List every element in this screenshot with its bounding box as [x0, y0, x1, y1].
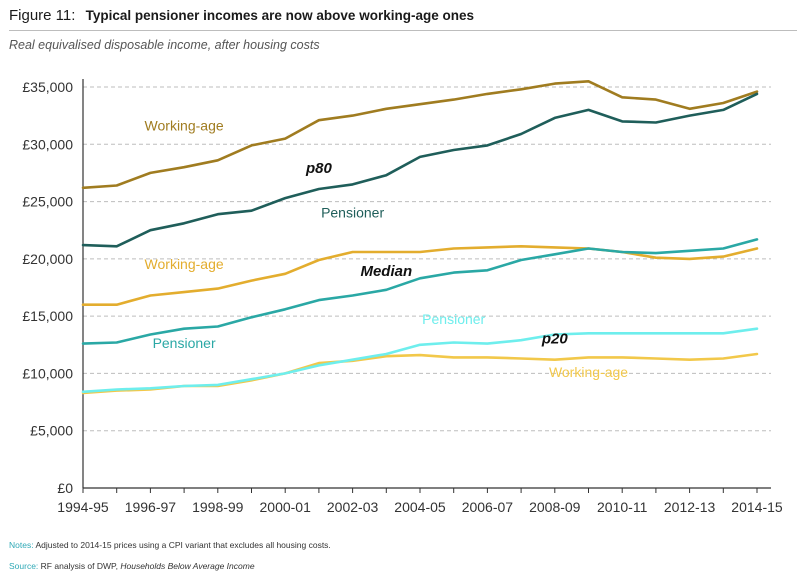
x-tick-label: 2012-13	[664, 499, 716, 515]
source-tag: Source:	[9, 561, 39, 571]
y-tick-label: £25,000	[22, 194, 73, 210]
chart-notes: Notes: Adjusted to 2014-15 prices using …	[9, 540, 331, 550]
chart-source: Source: RF analysis of DWP, Households B…	[9, 561, 255, 571]
x-tick-label: 2002-03	[327, 499, 379, 515]
annotation-p80: p80	[305, 160, 333, 177]
source-title: Households Below Average Income	[120, 561, 255, 571]
y-tick-label: £5,000	[30, 423, 73, 439]
series-line-p80-working-age	[81, 79, 759, 190]
y-tick-label: £20,000	[22, 251, 73, 267]
annotation-median: Median	[360, 263, 412, 280]
figure-heading: Typical pensioner incomes are now above …	[85, 8, 474, 23]
annotation-p20-pensioner: Pensioner	[422, 311, 485, 327]
series-layer	[81, 79, 759, 395]
notes-text: Adjusted to 2014-15 prices using a CPI v…	[35, 540, 331, 550]
annotation-median-working-age: Working-age	[145, 256, 224, 272]
grid-layer	[83, 86, 771, 432]
x-tick-label: 2008-09	[529, 499, 581, 515]
annotation-layer: Working-age p80 Pensioner Working-age Median…	[145, 118, 629, 380]
series-line-median-working-age	[81, 245, 759, 306]
series-line-p20-pensioner	[81, 327, 759, 394]
series-line-median-pensioner	[81, 238, 759, 345]
y-tick-label: £10,000	[22, 365, 73, 381]
income-line-chart: £0 £5,000 £10,000 £15,000 £20,000 £25,000 £30,…	[22, 79, 783, 515]
x-tick-label: 1994-95	[57, 499, 109, 515]
series-line-p80-pensioner	[81, 92, 759, 248]
annotation-p80-working-age: Working-age	[145, 118, 224, 134]
annotation-p80-pensioner: Pensioner	[321, 205, 384, 221]
notes-tag: Notes:	[9, 540, 34, 550]
y-tick-label: £35,000	[22, 79, 73, 95]
figure-label: Figure 11:	[9, 7, 76, 24]
x-tick-label: 2000-01	[260, 499, 312, 515]
annotation-p20-working-age: Working-age	[549, 364, 628, 380]
annotation-p20: p20	[541, 331, 569, 348]
x-tick-label: 2014-15	[731, 499, 783, 515]
x-tick-label: 1998-99	[192, 499, 244, 515]
x-tick-label: 2004-05	[394, 499, 446, 515]
annotation-median-pensioner: Pensioner	[153, 335, 216, 351]
y-tick-label: £0	[57, 480, 73, 496]
y-tick-label: £30,000	[22, 136, 73, 152]
x-tick-label: 2010-11	[597, 499, 648, 515]
source-text: RF analysis of DWP,	[40, 561, 118, 571]
axis-layer: £0 £5,000 £10,000 £15,000 £20,000 £25,000 £30,…	[22, 79, 783, 515]
y-tick-label: £15,000	[22, 308, 73, 324]
figure-title: Figure 11: Typical pensioner incomes are…	[9, 4, 797, 31]
x-tick-label: 1996-97	[125, 499, 177, 515]
figure-subtitle: Real equivalised disposable income, afte…	[9, 38, 320, 52]
x-tick-label: 2006-07	[462, 499, 514, 515]
